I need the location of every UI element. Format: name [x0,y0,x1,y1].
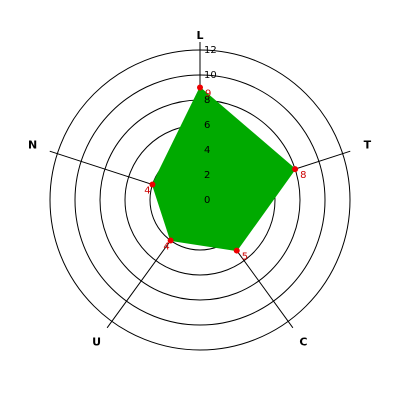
category-label: L [196,29,203,42]
category-label: N [28,139,37,152]
marker [197,84,203,91]
tick-label: 4 [204,145,210,156]
tick-label: 0 [204,195,210,206]
value-label: 9 [205,89,211,100]
value-label: 5 [242,252,248,263]
category-label: C [299,335,307,348]
tick-label: 12 [204,45,217,56]
value-label: 4 [163,241,169,252]
tick-label: 10 [204,70,217,81]
value-label: 8 [300,170,306,181]
marker [292,166,299,173]
tick-label: 2 [204,170,210,181]
tick-label: 6 [204,120,210,131]
tick-label: 8 [204,95,210,106]
category-label: T [364,139,372,152]
marker [233,247,240,254]
category-label: U [92,335,101,348]
marker [149,181,156,188]
value-label: 4 [144,186,150,197]
radar-area [151,86,296,252]
marker [167,237,174,244]
